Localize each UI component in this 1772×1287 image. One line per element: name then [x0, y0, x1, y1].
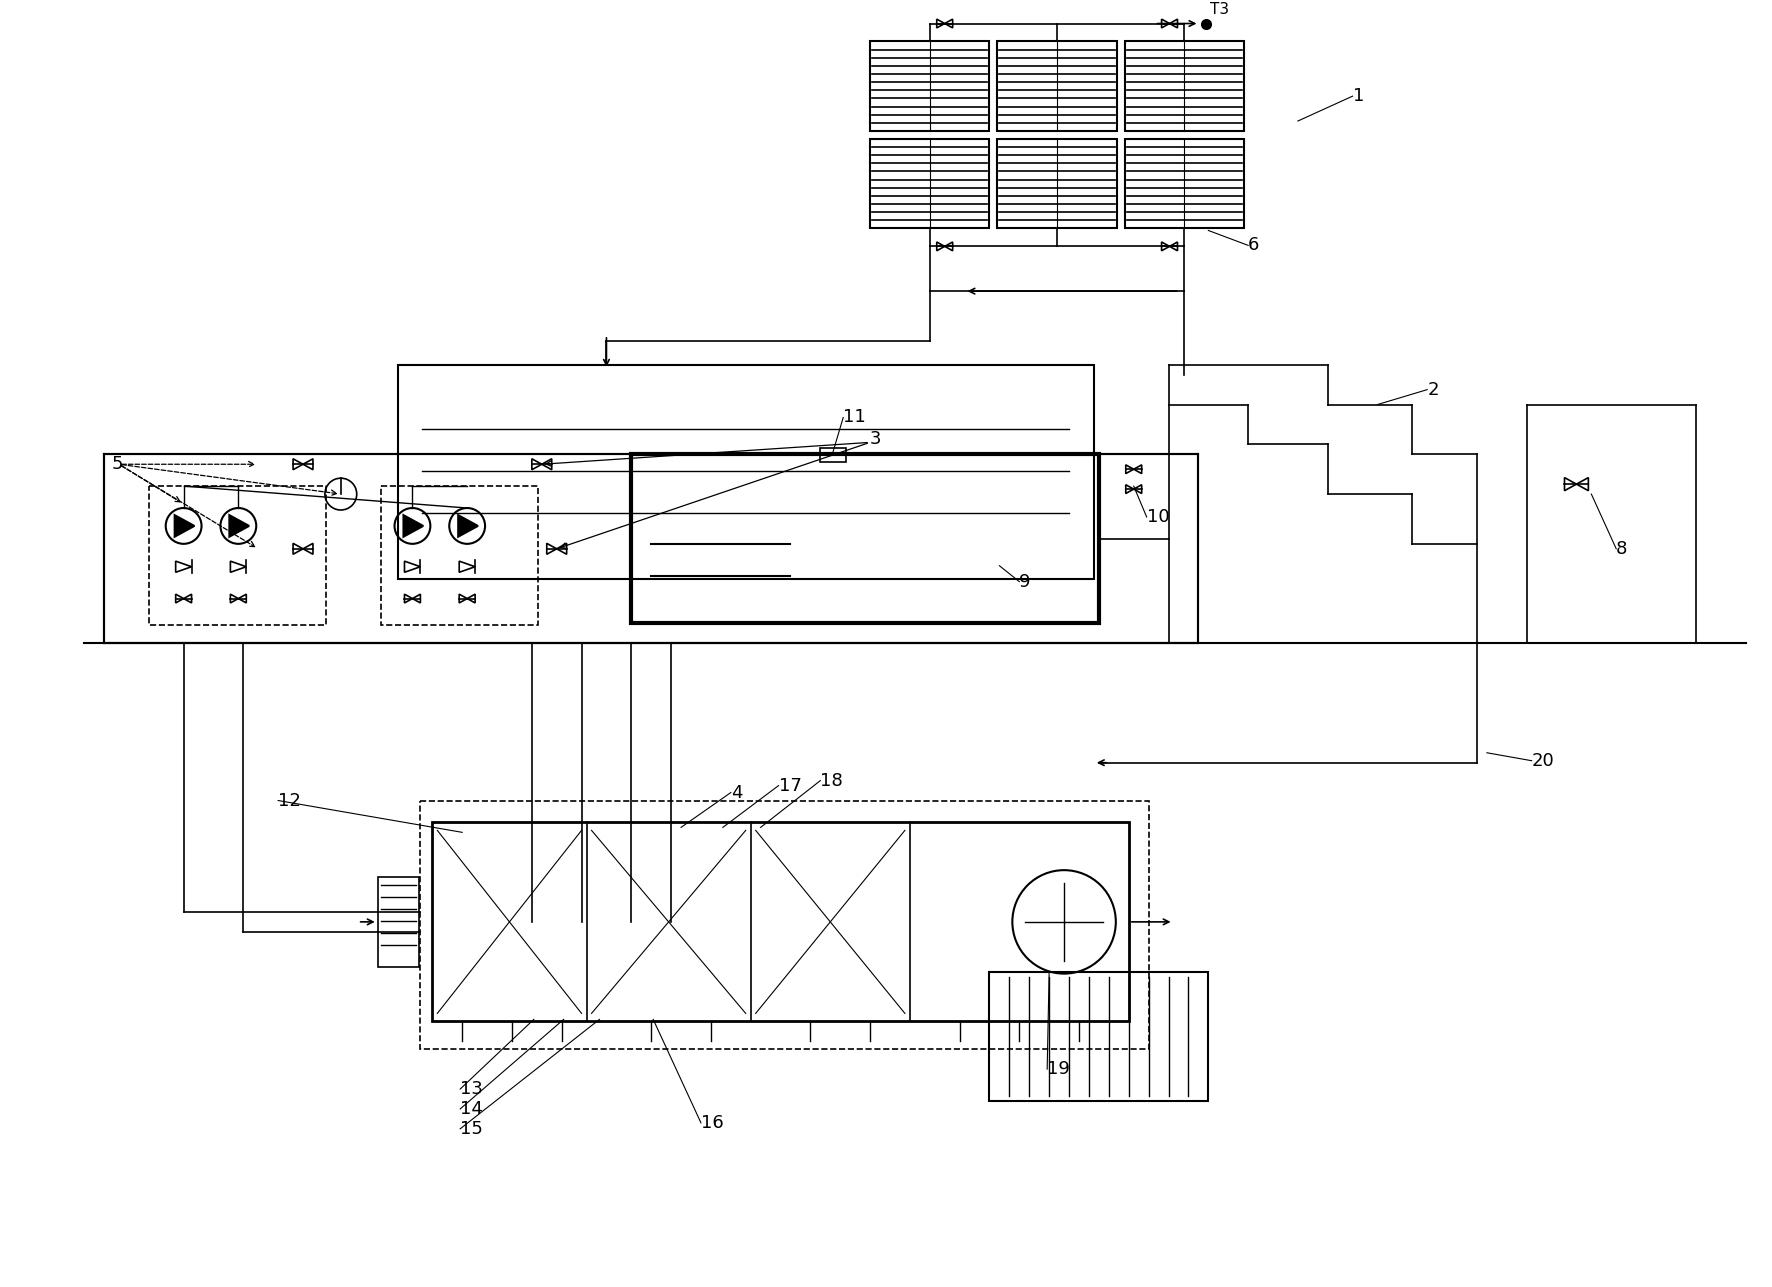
Text: 3: 3 [870, 430, 882, 448]
Text: 2: 2 [1426, 381, 1439, 399]
Bar [1125, 139, 1244, 229]
Text: 18: 18 [820, 772, 843, 790]
Bar [631, 454, 1099, 623]
Text: 17: 17 [778, 776, 801, 794]
Bar [149, 486, 326, 625]
Text: 9: 9 [1019, 573, 1031, 591]
Bar [998, 41, 1116, 131]
Text: 10: 10 [1146, 508, 1170, 526]
Bar [377, 878, 420, 967]
Text: 15: 15 [461, 1120, 484, 1138]
Bar [820, 448, 847, 462]
Bar [998, 139, 1116, 229]
Text: 12: 12 [278, 792, 301, 810]
Text: 4: 4 [730, 784, 742, 802]
Text: 1: 1 [1352, 88, 1364, 106]
Text: 8: 8 [1616, 539, 1628, 557]
Text: 11: 11 [843, 408, 867, 426]
Text: 5: 5 [112, 456, 124, 474]
Bar [870, 41, 989, 131]
Polygon shape [229, 515, 250, 537]
Text: 6: 6 [1247, 237, 1260, 255]
Polygon shape [404, 515, 424, 537]
Bar [397, 364, 1093, 579]
Polygon shape [459, 515, 478, 537]
Bar [432, 822, 1129, 1022]
Bar [989, 972, 1209, 1100]
Bar [105, 454, 1198, 644]
Polygon shape [175, 515, 195, 537]
Text: 16: 16 [702, 1113, 723, 1131]
Text: 14: 14 [461, 1100, 484, 1118]
Bar [381, 486, 537, 625]
Bar [1125, 41, 1244, 131]
Text: 13: 13 [461, 1080, 484, 1098]
Bar [420, 801, 1148, 1049]
Text: 19: 19 [1047, 1060, 1070, 1079]
Text: T3: T3 [1210, 1, 1230, 17]
Bar [870, 139, 989, 229]
Text: 20: 20 [1531, 752, 1554, 770]
